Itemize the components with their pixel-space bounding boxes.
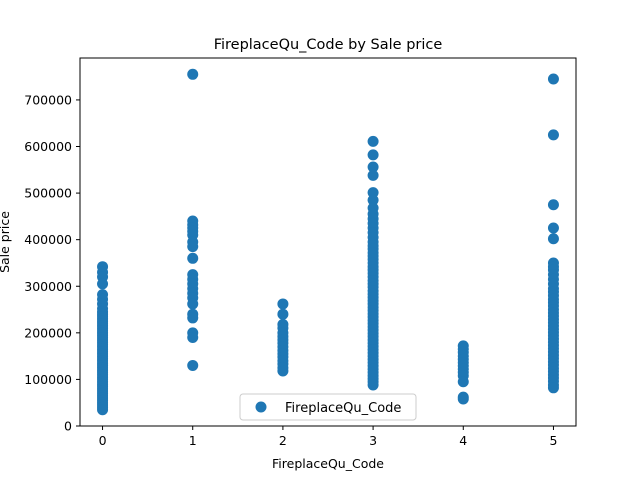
data-point — [187, 312, 198, 323]
y-tick-label: 400000 — [24, 232, 72, 247]
y-tick-label: 700000 — [24, 92, 72, 107]
data-point — [548, 233, 559, 244]
x-tick-label: 2 — [279, 433, 287, 448]
y-tick-label: 300000 — [24, 279, 72, 294]
y-tick-label: 500000 — [24, 186, 72, 201]
data-point — [548, 129, 559, 140]
data-point — [187, 298, 198, 309]
data-point — [368, 170, 379, 181]
data-point — [548, 73, 559, 84]
y-tick-label: 200000 — [24, 325, 72, 340]
data-point — [187, 69, 198, 80]
x-tick-label: 3 — [369, 433, 377, 448]
data-point — [548, 223, 559, 234]
y-axis-label: Sale price — [0, 211, 12, 273]
data-point — [187, 332, 198, 343]
data-point — [368, 380, 379, 391]
x-tick-label: 5 — [549, 433, 557, 448]
data-point — [548, 382, 559, 393]
legend-label: FireplaceQu_Code — [285, 401, 401, 416]
data-point — [187, 241, 198, 252]
x-tick-label: 4 — [459, 433, 467, 448]
data-point — [548, 199, 559, 210]
data-point — [277, 366, 288, 377]
x-tick-label: 1 — [189, 433, 197, 448]
data-point — [277, 309, 288, 320]
data-point — [458, 376, 469, 387]
legend-marker — [256, 402, 267, 413]
data-point — [97, 278, 108, 289]
x-tick-label: 0 — [99, 433, 107, 448]
data-point — [458, 393, 469, 404]
data-point — [187, 253, 198, 264]
legend: FireplaceQu_Code — [240, 394, 416, 420]
data-point — [187, 360, 198, 371]
y-tick-label: 100000 — [24, 372, 72, 387]
y-tick-label: 600000 — [24, 139, 72, 154]
data-point — [277, 298, 288, 309]
y-tick-label: 0 — [64, 419, 72, 434]
chart-title: FireplaceQu_Code by Sale price — [214, 37, 443, 53]
data-point — [368, 149, 379, 160]
x-axis-label: FireplaceQu_Code — [272, 456, 384, 471]
data-point — [368, 136, 379, 147]
data-point — [97, 404, 108, 415]
